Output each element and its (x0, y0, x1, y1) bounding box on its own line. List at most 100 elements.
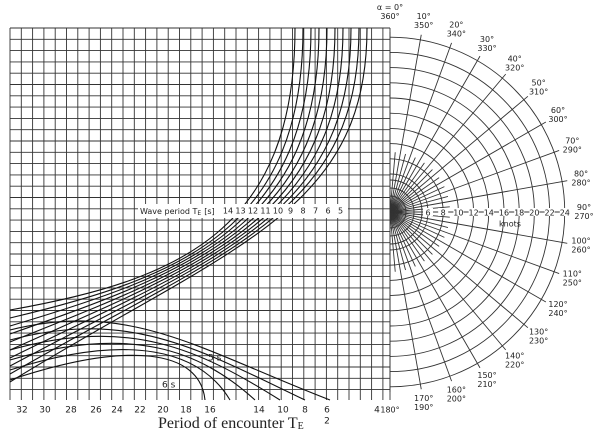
angle-label: 60° (551, 106, 565, 115)
angle-label: 200° (447, 394, 466, 403)
angle-label: 220° (505, 361, 524, 370)
radial-line (389, 211, 422, 390)
wave-period-sub: E (197, 210, 201, 217)
angle-label: 240° (548, 309, 567, 318)
radial-line (389, 55, 481, 213)
radial-line (389, 196, 449, 213)
angle-label: 310° (529, 87, 548, 96)
wave-curve (9, 27, 328, 343)
wave-period-value: 14 (223, 207, 233, 216)
axis-title: Period of encounter TE (158, 415, 304, 433)
speed-label: 22 (545, 209, 555, 218)
wave-period-label: Wave period TE [s] (140, 207, 215, 217)
x-label: 30 (39, 406, 51, 416)
radial-line (389, 211, 529, 329)
curve-label: 5 s (208, 354, 222, 364)
radial-line (389, 211, 445, 238)
label-bg (468, 208, 479, 216)
speed-unit: knots (499, 220, 521, 229)
angle-label: 300° (548, 115, 567, 124)
angle-label: 180° (380, 406, 399, 415)
angle-label: 250° (563, 278, 582, 287)
labels: α = 0°360° 10°350° 20°340° 30°330° 40°320° 50… (16, 3, 593, 416)
speed-label: 16 (499, 209, 509, 218)
wave-period-text: Wave period T (140, 207, 198, 216)
radial-line (389, 95, 529, 213)
wave-period-value: 8 (300, 207, 305, 216)
angle-label: 320° (505, 63, 524, 72)
wave-period-value: 11 (260, 207, 270, 216)
radial-line (389, 121, 547, 213)
radial-line (389, 150, 560, 213)
radial-line (389, 211, 450, 218)
angle-label: 230° (529, 337, 548, 346)
wave-curve (9, 27, 360, 375)
radial-line (389, 153, 406, 213)
speed-label: 18 (514, 209, 524, 218)
angle-label: 190° (414, 403, 433, 412)
x-label: 16 (204, 406, 216, 416)
angle-label: 350° (414, 21, 433, 30)
wave-period-value: 12 (248, 207, 258, 216)
speed-label: 20 (529, 209, 539, 218)
angle-label: 360° (380, 12, 399, 21)
x-label: 10 (277, 406, 289, 416)
radial-line (389, 169, 433, 213)
radial-line (389, 211, 433, 255)
label-bg (423, 208, 433, 216)
label-bg (529, 208, 540, 216)
curves (9, 27, 368, 401)
angle-label: 170° (414, 394, 433, 403)
x-label: 14 (253, 406, 265, 416)
label-bg (559, 208, 570, 216)
radial-line (389, 211, 396, 272)
wave-curve (9, 342, 256, 401)
label-bg (514, 208, 525, 216)
speed-label: 12 (469, 209, 479, 218)
x-label: 32 (16, 406, 27, 416)
radial-line (389, 211, 406, 271)
label-bg (499, 208, 509, 216)
wave-period-value: 6 (325, 207, 330, 216)
axis-title-text: Period of encounter T (158, 415, 298, 432)
axis-title-sub: E (298, 421, 304, 432)
speed-label: 14 (484, 209, 494, 218)
curve-label: 6 s (162, 381, 176, 391)
x-label: 28 (65, 406, 77, 416)
radial-line (389, 211, 481, 369)
radial-line (389, 211, 416, 267)
angle-label: 80° (574, 169, 588, 178)
radial-line (389, 180, 568, 213)
wave-curve (9, 320, 331, 401)
speed-label: 6 (425, 209, 430, 218)
wave-curve (9, 328, 306, 401)
angle-label: 330° (477, 44, 496, 53)
label-bg (453, 208, 464, 216)
wave-curve (9, 27, 336, 351)
angle-label: 130° (529, 328, 548, 337)
radial-line (389, 211, 560, 274)
label-bg (544, 208, 555, 216)
angle-label: 120° (548, 300, 567, 309)
angle-label: 30° (480, 35, 494, 44)
angle-label: 160° (447, 385, 466, 394)
angle-label: 10° (417, 12, 431, 21)
radial-line (389, 152, 396, 213)
radial-line (389, 186, 445, 213)
x-label: 26 (90, 406, 102, 416)
angle-label: 90° (577, 203, 591, 212)
radial-line (389, 211, 568, 244)
x-label: 22 (134, 406, 145, 416)
radial-line (389, 162, 425, 213)
wave-period-value: 10 (273, 207, 283, 216)
wave-curve (9, 349, 231, 401)
radial-line (389, 211, 507, 351)
angle-label: 40° (508, 54, 522, 63)
wave-curve (9, 335, 281, 401)
extra-label: 2 (324, 417, 330, 427)
label-bg (483, 208, 494, 216)
radial-line (389, 211, 547, 303)
radial-line (389, 42, 452, 213)
angle-label: 50° (532, 78, 546, 87)
